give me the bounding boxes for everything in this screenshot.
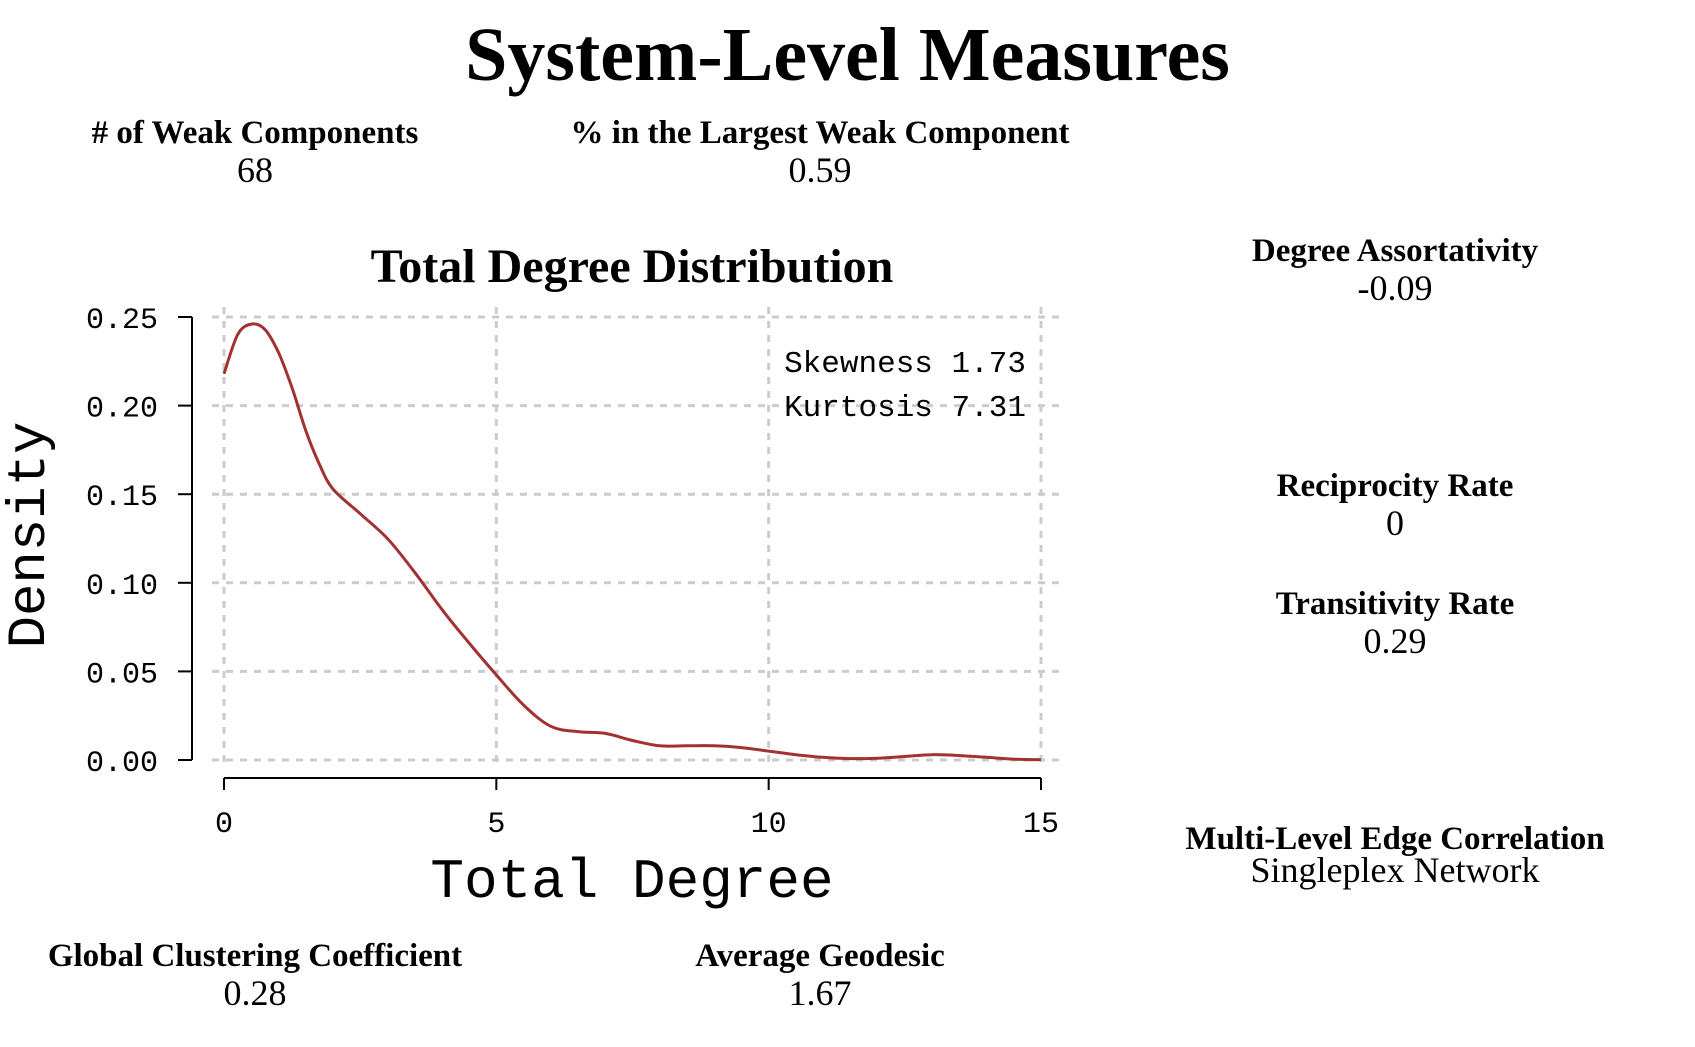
assortativity-measure: Degree Assortativity -0.09 [1160,233,1630,308]
avg-geodesic-measure: Average Geodesic 1.67 [620,938,1020,1013]
measure-value: 1.67 [788,973,852,1013]
x-axis-label: Total Degree [430,850,833,914]
measure-label: Degree Assortativity [1251,233,1539,269]
chart-annotations: Skewness 1.73 Kurtosis 7.31 [784,347,1026,426]
multilevel-measure: Multi-Level Edge Correlation Singleplex … [1130,821,1660,890]
chart-title: Total Degree Distribution [371,240,894,293]
transitivity-measure: Transitivity Rate 0.29 [1160,586,1630,661]
y-tick-label: 0.05 [86,658,158,692]
y-tick-label: 0.25 [86,304,158,338]
measure-label: Global Clustering Coefficient [47,938,463,974]
x-tick-label: 0 [215,808,233,842]
measure-label: Reciprocity Rate [1276,468,1514,504]
annotation-text: Kurtosis 7.31 [784,391,1026,426]
measure-value: 0.59 [788,150,852,190]
measure-value: 0 [1386,503,1404,543]
measure-label: Transitivity Rate [1275,586,1515,622]
y-axis-ticks: 0.00 0.05 0.10 0.15 0.20 0.25 [86,304,158,781]
y-tick-label: 0.15 [86,481,158,515]
density-line [222,322,1042,762]
measure-label: # of Weak Components [91,115,419,151]
measure-label: % in the Largest Weak Component [570,115,1070,151]
measure-value: 0.29 [1363,621,1427,661]
x-axis-ticks: 0 5 10 15 [215,808,1059,842]
chart-axes [178,316,1042,790]
chart-grid [212,307,1063,762]
y-tick-label: 0.20 [86,393,158,427]
reciprocity-measure: Reciprocity Rate 0 [1160,468,1630,543]
global-clustering-measure: Global Clustering Coefficient 0.28 [20,938,490,1013]
weak-components-measure: # of Weak Components 68 [55,115,455,190]
largest-weak-measure: % in the Largest Weak Component 0.59 [530,115,1110,190]
measure-value: -0.09 [1357,268,1433,308]
x-tick-label: 10 [751,808,787,842]
y-tick-label: 0.10 [86,570,158,604]
page-title: System-Level Measures [465,13,1230,97]
measure-value: 0.28 [223,973,287,1013]
measure-label: Average Geodesic [695,938,945,974]
measure-value: 68 [237,150,273,190]
y-axis-label: Density [0,422,61,649]
annotation-text: Skewness 1.73 [784,347,1026,382]
y-tick-label: 0.00 [86,747,158,781]
measure-label: Multi-Level Edge Correlation [1185,821,1605,857]
measure-value: Singleplex Network [1250,850,1540,890]
x-tick-label: 15 [1023,808,1059,842]
degree-distribution-chart: Total Degree Distribution 0.000.050.100.… [0,240,1063,914]
x-tick-label: 5 [487,808,505,842]
